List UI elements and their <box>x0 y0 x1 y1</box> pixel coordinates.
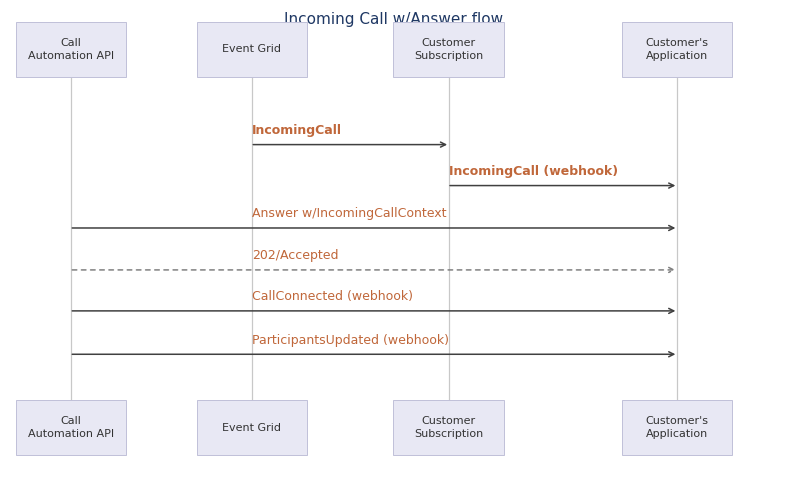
Text: Customer
Subscription: Customer Subscription <box>414 416 483 440</box>
FancyBboxPatch shape <box>16 22 126 77</box>
FancyBboxPatch shape <box>394 22 504 77</box>
Text: ParticipantsUpdated (webhook): ParticipantsUpdated (webhook) <box>252 334 449 347</box>
Text: 202/Accepted: 202/Accepted <box>252 249 338 262</box>
Text: Customer
Subscription: Customer Subscription <box>414 38 483 61</box>
Text: Customer's
Application: Customer's Application <box>645 38 708 61</box>
FancyBboxPatch shape <box>394 400 504 455</box>
FancyBboxPatch shape <box>197 400 307 455</box>
Text: Event Grid: Event Grid <box>223 44 281 54</box>
Text: CallConnected (webhook): CallConnected (webhook) <box>252 290 413 303</box>
FancyBboxPatch shape <box>622 22 732 77</box>
Text: Customer's
Application: Customer's Application <box>645 416 708 440</box>
FancyBboxPatch shape <box>622 400 732 455</box>
Text: Incoming Call w/Answer flow: Incoming Call w/Answer flow <box>284 12 503 27</box>
Text: Event Grid: Event Grid <box>223 423 281 433</box>
Text: Call
Automation API: Call Automation API <box>28 416 114 440</box>
Text: IncomingCall (webhook): IncomingCall (webhook) <box>449 165 618 178</box>
Text: Answer w/IncomingCallContext: Answer w/IncomingCallContext <box>252 207 446 220</box>
Text: Call
Automation API: Call Automation API <box>28 38 114 61</box>
Text: IncomingCall: IncomingCall <box>252 124 342 137</box>
FancyBboxPatch shape <box>16 400 126 455</box>
FancyBboxPatch shape <box>197 22 307 77</box>
